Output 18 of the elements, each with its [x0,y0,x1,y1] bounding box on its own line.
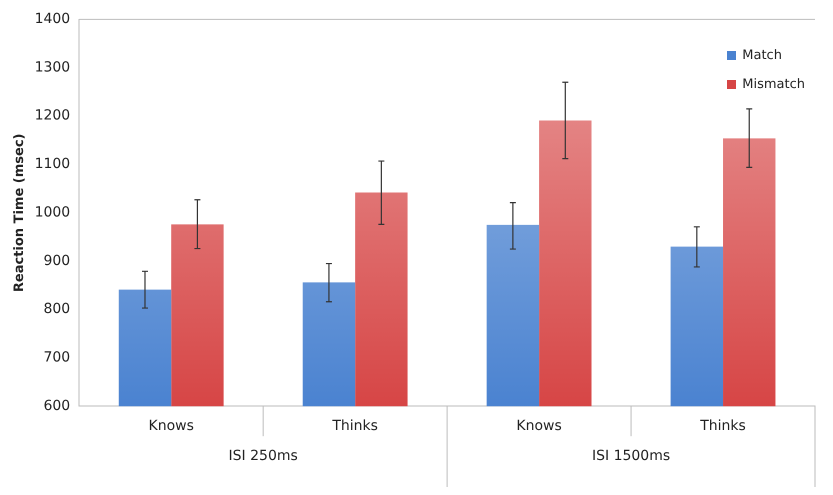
x-tick-label: Thinks [699,418,746,434]
y-tick-label: 1100 [34,156,70,172]
text: ISI 250ms [228,448,298,464]
y-axis-title: Reaction Time (msec) [12,134,28,292]
y-tick-label: 1200 [34,108,70,124]
legend-label: Mismatch [742,77,805,92]
y-tick-label: 1300 [34,59,70,76]
y-tick-label: 900 [43,252,70,269]
x-tick-label: Knows [516,418,562,434]
text: ISI 1500ms [592,448,670,464]
x-tick-label: Thinks [331,418,378,434]
y-tick-label: 1400 [34,11,70,28]
y-tick-label: 600 [43,398,70,414]
y-tick-label: 700 [43,349,70,366]
y-tick-label: 800 [43,301,70,318]
x-tick-label: Knows [148,418,194,434]
legend-label: Match [742,48,782,63]
y-tick-label: 1000 [34,204,70,220]
